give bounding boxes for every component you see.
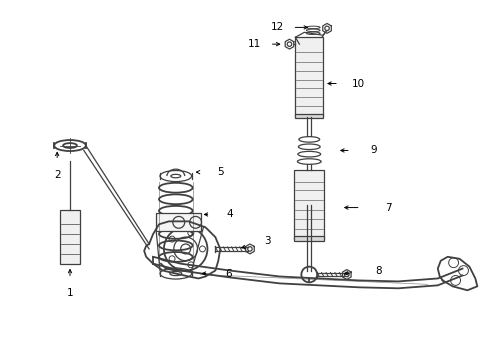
Bar [295, 37, 323, 116]
Text: 7: 7 [385, 203, 392, 212]
Text: 6: 6 [225, 269, 231, 279]
Bar [60, 210, 80, 264]
Bar [294, 236, 324, 241]
Text: 5: 5 [217, 167, 223, 177]
Text: 2: 2 [54, 170, 60, 180]
Text: 12: 12 [271, 22, 284, 32]
Text: 10: 10 [352, 78, 365, 89]
Text: 11: 11 [248, 39, 262, 49]
Bar [294, 170, 324, 239]
Text: 4: 4 [227, 210, 233, 220]
Text: 3: 3 [265, 236, 271, 246]
Text: 1: 1 [67, 288, 74, 298]
Bar [156, 213, 200, 231]
Text: 8: 8 [375, 266, 382, 276]
Bar [295, 114, 323, 118]
Text: 9: 9 [370, 145, 377, 156]
